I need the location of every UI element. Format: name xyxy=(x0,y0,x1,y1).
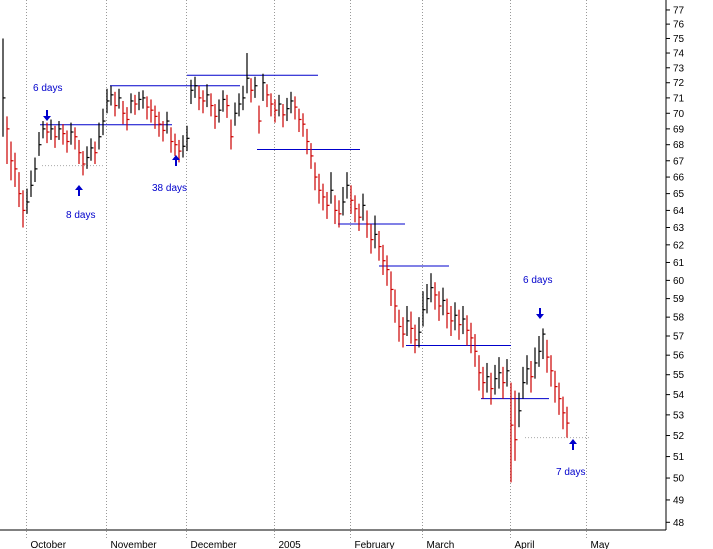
y-tick-label: 52 xyxy=(673,431,685,442)
y-tick-label: 49 xyxy=(673,495,685,506)
y-tick-label: 51 xyxy=(673,452,685,463)
annotation: 6 days xyxy=(33,83,62,94)
y-tick-label: 60 xyxy=(673,276,685,287)
y-tick-label: 75 xyxy=(673,34,685,45)
y-tick-label: 67 xyxy=(673,156,685,167)
y-tick-label: 63 xyxy=(673,223,685,234)
annotation: 7 days xyxy=(556,467,585,478)
y-tick-label: 68 xyxy=(673,140,685,151)
y-tick-label: 77 xyxy=(673,5,685,16)
arrow-head xyxy=(75,185,83,190)
y-tick-label: 74 xyxy=(673,49,685,60)
y-tick-label: 50 xyxy=(673,474,685,485)
y-tick-label: 70 xyxy=(673,109,685,120)
x-tick-label: March xyxy=(427,540,455,549)
y-tick-label: 71 xyxy=(673,93,685,104)
y-tick-label: 61 xyxy=(673,258,685,269)
x-tick-label: May xyxy=(591,540,610,549)
y-tick-label: 72 xyxy=(673,78,685,89)
y-tick-label: 59 xyxy=(673,294,685,305)
annotation: 8 days xyxy=(66,210,95,221)
x-tick-label: November xyxy=(111,540,158,549)
y-tick-label: 65 xyxy=(673,189,685,200)
y-tick-label: 69 xyxy=(673,124,685,135)
y-tick-label: 66 xyxy=(673,173,685,184)
annotation: 6 days xyxy=(523,275,552,286)
y-tick-label: 62 xyxy=(673,240,685,251)
x-tick-label: February xyxy=(355,540,395,549)
arrow-head xyxy=(172,155,180,160)
y-tick-label: 64 xyxy=(673,206,685,217)
x-tick-label: April xyxy=(515,540,535,549)
y-tick-label: 57 xyxy=(673,331,685,342)
arrow-head xyxy=(43,116,51,121)
arrow-head xyxy=(536,314,544,319)
x-tick-label: 2005 xyxy=(279,540,302,549)
x-tick-label: December xyxy=(191,540,238,549)
y-tick-label: 56 xyxy=(673,351,685,362)
y-tick-label: 58 xyxy=(673,313,685,324)
arrow-head xyxy=(569,439,577,444)
annotation: 38 days xyxy=(152,183,187,194)
y-tick-label: 53 xyxy=(673,410,685,421)
y-tick-label: 55 xyxy=(673,370,685,381)
y-tick-label: 54 xyxy=(673,390,685,401)
y-tick-label: 76 xyxy=(673,20,685,31)
y-tick-label: 73 xyxy=(673,63,685,74)
y-tick-label: 48 xyxy=(673,518,685,529)
x-tick-label: October xyxy=(31,540,67,549)
